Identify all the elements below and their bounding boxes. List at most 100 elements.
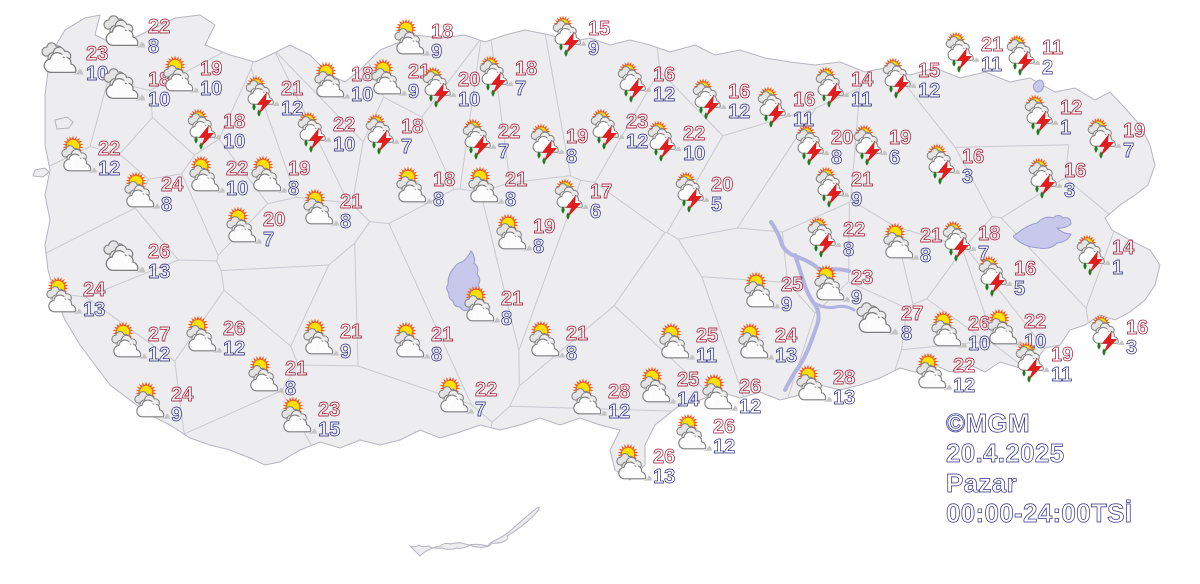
svg-text:11: 11 — [851, 89, 872, 111]
svg-text:15: 15 — [318, 419, 340, 441]
svg-text:8: 8 — [431, 344, 442, 366]
svg-text:13: 13 — [83, 299, 105, 321]
svg-text:2: 2 — [1042, 57, 1053, 79]
svg-text:21: 21 — [431, 324, 453, 346]
svg-text:19: 19 — [533, 216, 555, 238]
svg-text:16: 16 — [1014, 258, 1036, 280]
svg-text:10: 10 — [351, 84, 373, 106]
svg-text:9: 9 — [340, 341, 351, 363]
svg-text:20: 20 — [831, 127, 853, 149]
svg-text:27: 27 — [148, 324, 170, 346]
svg-text:21: 21 — [501, 288, 523, 310]
svg-text:8: 8 — [285, 378, 296, 400]
svg-text:23: 23 — [851, 267, 873, 289]
svg-text:12: 12 — [713, 436, 735, 458]
svg-text:12: 12 — [728, 101, 750, 123]
svg-text:15: 15 — [588, 18, 610, 40]
svg-text:23: 23 — [318, 399, 340, 421]
svg-text:8: 8 — [566, 343, 577, 365]
svg-text:11: 11 — [981, 54, 1002, 76]
svg-text:22: 22 — [148, 16, 170, 38]
svg-text:5: 5 — [1014, 278, 1025, 300]
svg-text:9: 9 — [851, 287, 862, 309]
svg-text:18: 18 — [978, 223, 1000, 245]
svg-text:9: 9 — [171, 404, 182, 426]
svg-text:8: 8 — [288, 178, 299, 200]
svg-text:10: 10 — [683, 143, 705, 165]
svg-text:25: 25 — [696, 325, 718, 347]
svg-text:10: 10 — [226, 178, 248, 200]
svg-text:24: 24 — [171, 384, 194, 406]
svg-text:3: 3 — [1126, 337, 1137, 359]
svg-text:14: 14 — [677, 389, 700, 411]
svg-text:6: 6 — [889, 147, 900, 169]
svg-text:7: 7 — [515, 78, 526, 100]
svg-text:12: 12 — [653, 84, 675, 106]
svg-text:21: 21 — [851, 169, 873, 191]
svg-text:26: 26 — [223, 318, 245, 340]
svg-text:12: 12 — [1060, 97, 1082, 119]
svg-text:9: 9 — [781, 294, 792, 316]
svg-text:8: 8 — [533, 236, 544, 258]
svg-text:8: 8 — [920, 245, 931, 267]
svg-text:19: 19 — [200, 58, 222, 80]
svg-text:10: 10 — [968, 333, 990, 355]
svg-text:1: 1 — [1060, 117, 1071, 139]
svg-text:18: 18 — [433, 169, 455, 191]
svg-text:8: 8 — [161, 194, 172, 216]
svg-text:19: 19 — [1051, 344, 1073, 366]
svg-text:13: 13 — [148, 261, 170, 283]
svg-text:23: 23 — [86, 43, 108, 65]
svg-text:7: 7 — [263, 229, 274, 251]
svg-text:24: 24 — [161, 174, 184, 196]
svg-text:11: 11 — [696, 345, 717, 367]
svg-text:9: 9 — [851, 189, 862, 211]
svg-text:24: 24 — [775, 325, 798, 347]
svg-text:14: 14 — [851, 69, 874, 91]
svg-text:20: 20 — [458, 69, 480, 91]
svg-text:26: 26 — [968, 313, 990, 335]
svg-text:7: 7 — [401, 136, 412, 158]
svg-text:12: 12 — [98, 158, 120, 180]
svg-text:18: 18 — [515, 58, 537, 80]
svg-text:19: 19 — [889, 127, 911, 149]
svg-text:8: 8 — [340, 211, 351, 233]
svg-text:14: 14 — [1112, 237, 1135, 259]
svg-text:8: 8 — [831, 147, 842, 169]
svg-text:22: 22 — [1024, 311, 1046, 333]
svg-text:18: 18 — [431, 21, 453, 43]
svg-text:11: 11 — [1051, 364, 1072, 386]
svg-text:16: 16 — [793, 89, 815, 111]
svg-text:21: 21 — [281, 78, 303, 100]
svg-text:6: 6 — [590, 201, 601, 223]
svg-text:22: 22 — [475, 379, 497, 401]
svg-text:22: 22 — [843, 219, 865, 241]
svg-text:12: 12 — [281, 98, 303, 120]
svg-text:12: 12 — [918, 80, 940, 102]
svg-text:16: 16 — [653, 64, 675, 86]
svg-text:12: 12 — [148, 344, 170, 366]
svg-text:19: 19 — [1123, 120, 1145, 142]
svg-text:8: 8 — [148, 36, 159, 58]
svg-text:15: 15 — [918, 60, 940, 82]
svg-text:20: 20 — [263, 209, 285, 231]
svg-text:8: 8 — [501, 308, 512, 330]
svg-text:12: 12 — [223, 338, 245, 360]
svg-text:27: 27 — [901, 303, 923, 325]
svg-text:8: 8 — [433, 189, 444, 211]
svg-text:3: 3 — [1064, 180, 1075, 202]
svg-text:12: 12 — [953, 375, 975, 397]
svg-text:9: 9 — [431, 41, 442, 63]
svg-text:13: 13 — [775, 345, 797, 367]
svg-text:9: 9 — [588, 38, 599, 60]
svg-text:3: 3 — [962, 166, 973, 188]
svg-text:13: 13 — [653, 466, 675, 488]
svg-text:17: 17 — [590, 181, 612, 203]
svg-text:21: 21 — [340, 321, 362, 343]
svg-text:10: 10 — [458, 89, 480, 111]
svg-text:21: 21 — [505, 169, 527, 191]
svg-text:9: 9 — [408, 81, 419, 103]
svg-text:18: 18 — [351, 64, 373, 86]
svg-text:22: 22 — [498, 121, 520, 143]
svg-text:10: 10 — [148, 89, 170, 111]
